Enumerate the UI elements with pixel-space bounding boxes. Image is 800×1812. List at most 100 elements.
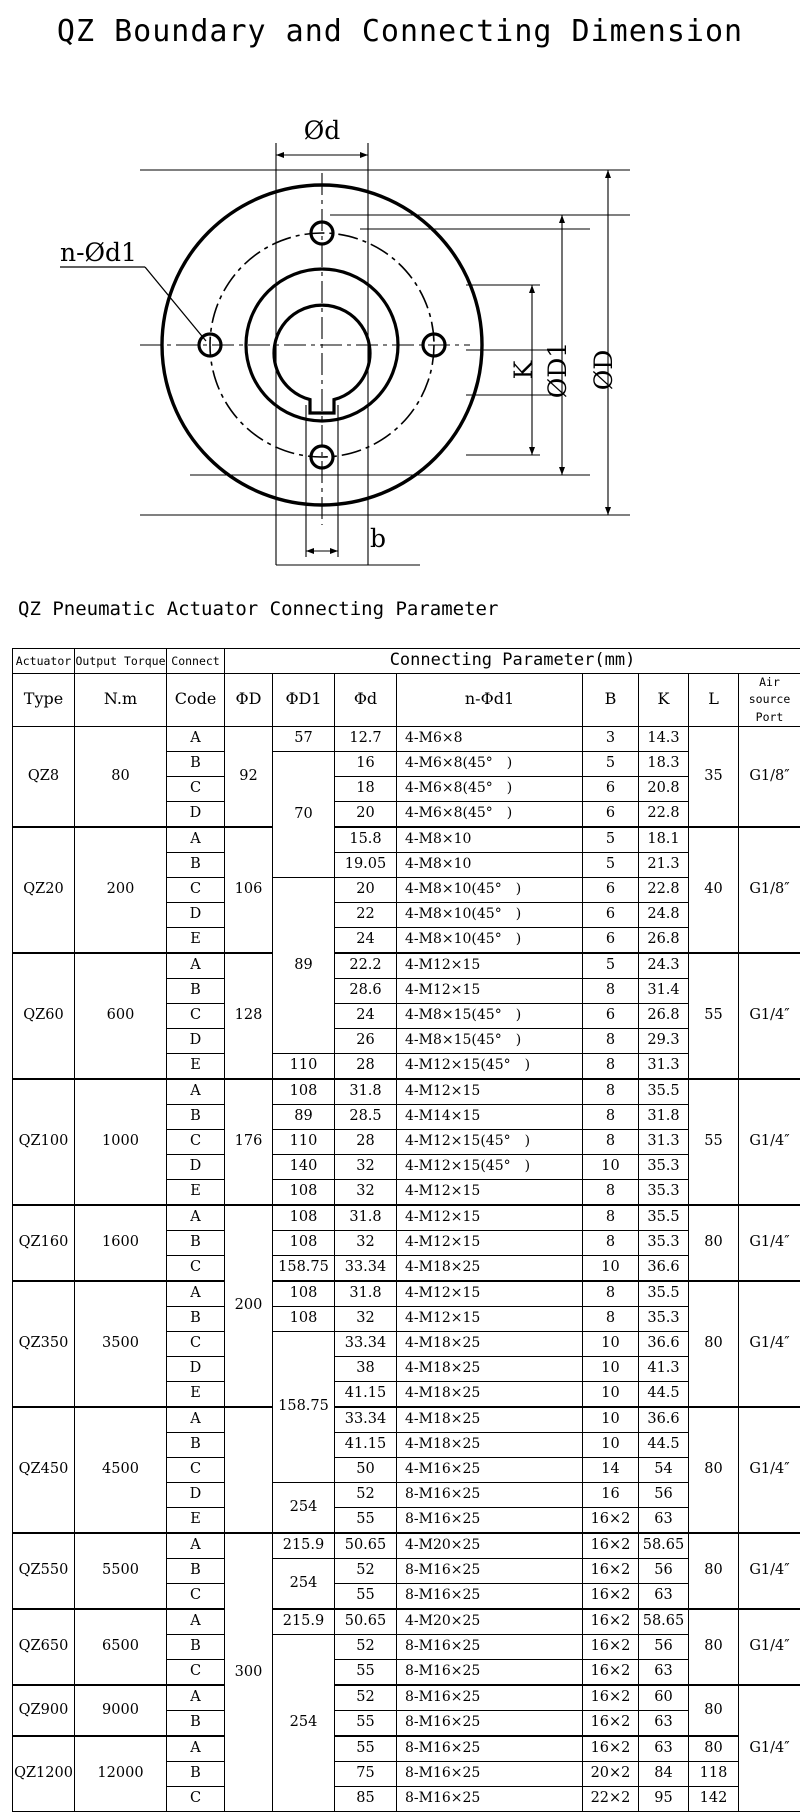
cell-code: B <box>167 1230 225 1255</box>
cell-b: 10 <box>583 1432 639 1457</box>
cell-code: C <box>167 877 225 902</box>
cell-b: 8 <box>583 1205 639 1231</box>
cell-b: 8 <box>583 1053 639 1079</box>
cell-k: 35.5 <box>639 1079 689 1105</box>
cell-l: 40 <box>689 827 739 953</box>
cell-type: QZ100 <box>13 1079 75 1205</box>
cell-k: 58.65 <box>639 1609 689 1635</box>
cell-phi-d-small: 41.15 <box>335 1432 397 1457</box>
cell-phi-d-small: 52 <box>335 1558 397 1583</box>
cell-b: 6 <box>583 1003 639 1028</box>
cell-k: 35.3 <box>639 1179 689 1205</box>
cell-phi-d-small: 31.8 <box>335 1205 397 1231</box>
cell-nm: 3500 <box>75 1281 167 1407</box>
cell-phi-d-small: 32 <box>335 1179 397 1205</box>
cell-b: 5 <box>583 953 639 979</box>
cell-nm: 200 <box>75 827 167 953</box>
cell-phi-d1: 89 <box>273 877 335 1053</box>
cell-phi-d: 106 <box>225 827 273 953</box>
cell-n-phi-d1: 4-M12×15 <box>397 1205 583 1231</box>
cell-k: 56 <box>639 1634 689 1659</box>
cell-n-phi-d1: 4-M6×8 <box>397 726 583 751</box>
th-air-source: Air source <box>749 675 791 706</box>
cell-phi-d1: 70 <box>273 751 335 877</box>
cell-b: 6 <box>583 877 639 902</box>
cell-code: D <box>167 1154 225 1179</box>
cell-nm: 5500 <box>75 1533 167 1609</box>
cell-n-phi-d1: 4-M18×25 <box>397 1381 583 1407</box>
cell-port: G1/8″ <box>739 827 800 953</box>
label-key-width: b <box>370 524 386 553</box>
cell-b: 8 <box>583 1079 639 1105</box>
cell-b: 6 <box>583 801 639 827</box>
table-header-row-1: Actuator Output Torque Connect Connectin… <box>13 649 800 674</box>
cell-phi-d1: 57 <box>273 726 335 751</box>
cell-nm: 1000 <box>75 1079 167 1205</box>
label-k: K <box>509 359 538 379</box>
cell-k: 31.8 <box>639 1104 689 1129</box>
cell-l: 35 <box>689 726 739 827</box>
cell-phi-d-small: 20 <box>335 801 397 827</box>
cell-k: 63 <box>639 1583 689 1609</box>
cell-code: B <box>167 1306 225 1331</box>
cell-code: C <box>167 1003 225 1028</box>
cell-l: 80 <box>689 1685 739 1736</box>
cell-n-phi-d1: 4-M18×25 <box>397 1255 583 1281</box>
cell-phi-d-small: 52 <box>335 1685 397 1711</box>
cell-b: 8 <box>583 1129 639 1154</box>
cell-n-phi-d1: 4-M18×25 <box>397 1407 583 1433</box>
cell-k: 20.8 <box>639 776 689 801</box>
cell-k: 58.65 <box>639 1533 689 1559</box>
cell-phi-d: 176 <box>225 1079 273 1205</box>
cell-n-phi-d1: 4-M18×25 <box>397 1356 583 1381</box>
cell-n-phi-d1: 4-M20×25 <box>397 1609 583 1635</box>
cell-k: 35.5 <box>639 1205 689 1231</box>
th-output-torque: Output Torque <box>75 649 167 674</box>
cell-k: 56 <box>639 1482 689 1507</box>
cell-k: 18.3 <box>639 751 689 776</box>
table-header-row-2: Type N.m Code ΦD ΦD1 Φd n-Φd1 B K L Air … <box>13 674 800 727</box>
cell-phi-d-small: 41.15 <box>335 1381 397 1407</box>
cell-phi-d1: 215.9 <box>273 1609 335 1635</box>
cell-k: 60 <box>639 1685 689 1711</box>
cell-port: G1/4″ <box>739 1685 800 1812</box>
cell-code: E <box>167 1053 225 1079</box>
cell-n-phi-d1: 4-M12×15 <box>397 978 583 1003</box>
cell-phi-d-small: 18 <box>335 776 397 801</box>
cell-phi-d1: 108 <box>273 1179 335 1205</box>
cell-n-phi-d1: 8-M16×25 <box>397 1634 583 1659</box>
cell-b: 8 <box>583 978 639 1003</box>
cell-n-phi-d1: 8-M16×25 <box>397 1659 583 1685</box>
cell-k: 18.1 <box>639 827 689 853</box>
cell-phi-d-small: 55 <box>335 1659 397 1685</box>
cell-code: A <box>167 953 225 979</box>
cell-nm: 6500 <box>75 1609 167 1685</box>
label-bolt-circle: ØD1 <box>543 342 572 398</box>
cell-phi-d <box>225 1407 273 1533</box>
cell-b: 16×2 <box>583 1609 639 1635</box>
cell-b: 8 <box>583 1281 639 1307</box>
cell-port: G1/4″ <box>739 1533 800 1609</box>
cell-type: QZ8 <box>13 726 75 827</box>
cell-l: 55 <box>689 953 739 1079</box>
cell-n-phi-d1: 4-M12×15 <box>397 1306 583 1331</box>
cell-type: QZ350 <box>13 1281 75 1407</box>
cell-n-phi-d1: 8-M16×25 <box>397 1583 583 1609</box>
cell-n-phi-d1: 4-M6×8(45° ) <box>397 776 583 801</box>
cell-phi-d-small: 38 <box>335 1356 397 1381</box>
cell-k: 31.3 <box>639 1053 689 1079</box>
cell-b: 5 <box>583 852 639 877</box>
cell-code: C <box>167 1457 225 1482</box>
cell-n-phi-d1: 4-M18×25 <box>397 1432 583 1457</box>
cell-code: E <box>167 1507 225 1533</box>
cell-n-phi-d1: 8-M16×25 <box>397 1558 583 1583</box>
cell-k: 36.6 <box>639 1331 689 1356</box>
cell-phi-d1: 108 <box>273 1281 335 1307</box>
cell-b: 5 <box>583 827 639 853</box>
